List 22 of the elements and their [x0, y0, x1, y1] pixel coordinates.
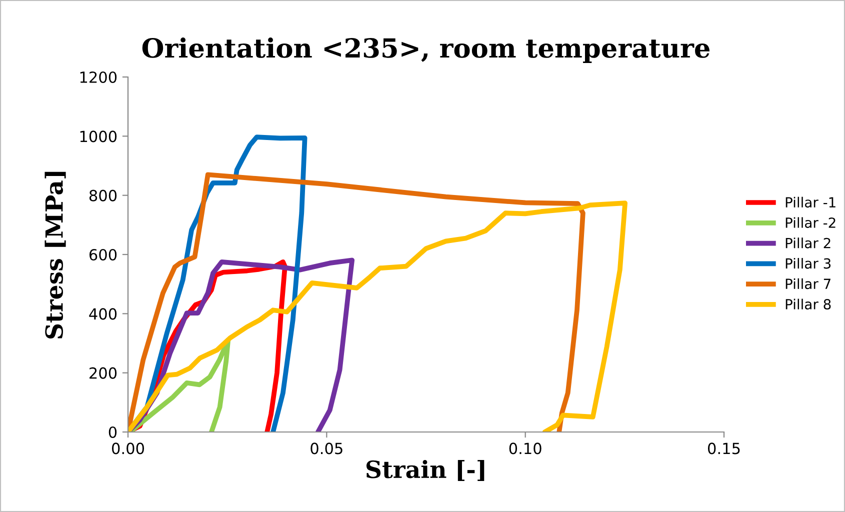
y-tick-label: 1000 — [80, 130, 117, 142]
y-tick-label: 400 — [89, 308, 117, 320]
legend-label: Pillar 2 — [786, 238, 830, 248]
legend-label: Pillar -2 — [786, 217, 836, 228]
y-tick-label: 0 — [108, 426, 117, 438]
y-tick-label: 200 — [90, 367, 117, 379]
line-series — [128, 172, 586, 432]
legend-label: Pillar 3 — [786, 258, 831, 269]
legend-label: Pillar 7 — [786, 278, 830, 290]
x-tick-label: 0.15 — [708, 442, 740, 454]
legend-label: Pillar 8 — [786, 298, 831, 310]
y-tick-label: 600 — [89, 248, 117, 261]
x-tick-label: 0.00 — [112, 442, 144, 454]
line-series — [128, 200, 628, 432]
y-tick-label: 800 — [89, 190, 117, 202]
y-axis-title: Stress [MPa] — [44, 172, 66, 339]
y-tick-label: 1200 — [80, 71, 117, 84]
chart-title: Orientation <235>, room temperature — [142, 38, 710, 64]
x-tick-label: 0.05 — [310, 442, 342, 454]
x-tick-label: 0.10 — [509, 442, 542, 454]
legend-label: Pillar -1 — [786, 196, 836, 208]
x-axis-title: Strain [-] — [366, 460, 484, 482]
